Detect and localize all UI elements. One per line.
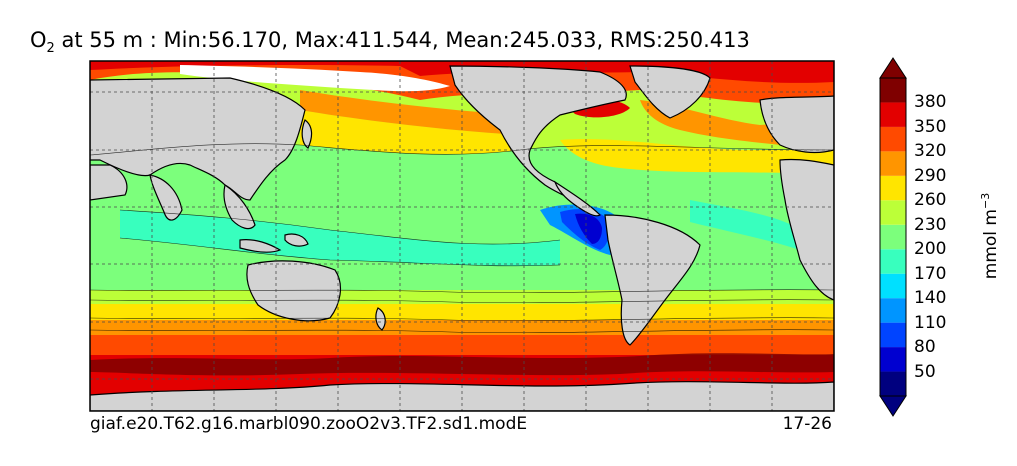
colorbar-tick-label: 380 (914, 92, 947, 113)
colorbar-tick-label: 110 (914, 312, 947, 333)
colorbar-tick-label: 290 (914, 165, 947, 186)
colorbar-tick-label: 80 (914, 337, 936, 358)
band-tropical-170 (120, 210, 560, 266)
arctic-ice (180, 65, 450, 92)
indonesia-island (239, 239, 282, 253)
new-zealand (375, 307, 386, 331)
colorbar-tick-label: 260 (914, 190, 947, 211)
colorbar-tick-label: 50 (914, 361, 936, 382)
map-plot-area (90, 61, 834, 411)
atlantic-north-290 (560, 138, 834, 175)
contour-lines (90, 143, 834, 334)
colorbar-swatch (880, 298, 906, 323)
africa-east-edge (90, 164, 128, 201)
colorbar-swatch (880, 347, 906, 372)
africa-landmass (779, 158, 834, 301)
europe-landmass (759, 95, 834, 154)
colorbar-tick-label: 200 (914, 239, 947, 260)
case-name: giaf.e20.T62.g16.marbl090.zooO2v3.TF2.sd… (90, 414, 528, 434)
colorbar-frame (879, 77, 907, 397)
colorbar-swatch (880, 175, 906, 201)
colorbar-swatch (880, 371, 906, 396)
colorbar-swatch (880, 249, 906, 274)
band-north-290 (300, 110, 520, 155)
greenland-landmass (629, 65, 711, 119)
colorbar-tick-label: 140 (914, 288, 947, 309)
graticule (90, 61, 834, 411)
colorbar-swatch (880, 78, 906, 103)
north-america-landmass (449, 65, 627, 206)
band-north-320 (300, 90, 520, 135)
colorbar-swatch (880, 224, 906, 250)
colorbar-swatch (880, 102, 906, 127)
se-asia-landmass (223, 184, 256, 230)
colorbar-tick-label: 320 (914, 141, 947, 162)
colorbar-unit: mmol m−3 (979, 192, 1001, 280)
colorbar-swatch (880, 200, 906, 225)
year-range: 17-26 (782, 414, 832, 434)
colorbar-swatch (880, 151, 906, 176)
colorbar-extend-min (879, 395, 907, 417)
colorbar-swatch (880, 126, 906, 152)
borneo-island (284, 233, 309, 247)
south-america-landmass (604, 214, 701, 346)
colorbar-extend-max (879, 57, 907, 79)
omz-80 (575, 213, 602, 244)
india-landmass (149, 174, 183, 221)
colorbar (879, 57, 907, 417)
colorbar-tick-label: 170 (914, 263, 947, 284)
colorbar-swatch (880, 273, 906, 299)
japan-landmass (301, 119, 313, 149)
map-frame (89, 60, 835, 412)
map-title: O2 at 55 m : Min:56.170, Max:411.544, Me… (30, 28, 750, 57)
atlantic-tropical-170 (690, 200, 800, 250)
colorbar-swatch (880, 322, 906, 348)
colorbar-tick-label: 230 (914, 214, 947, 235)
colorbar-tick-label: 350 (914, 116, 947, 137)
